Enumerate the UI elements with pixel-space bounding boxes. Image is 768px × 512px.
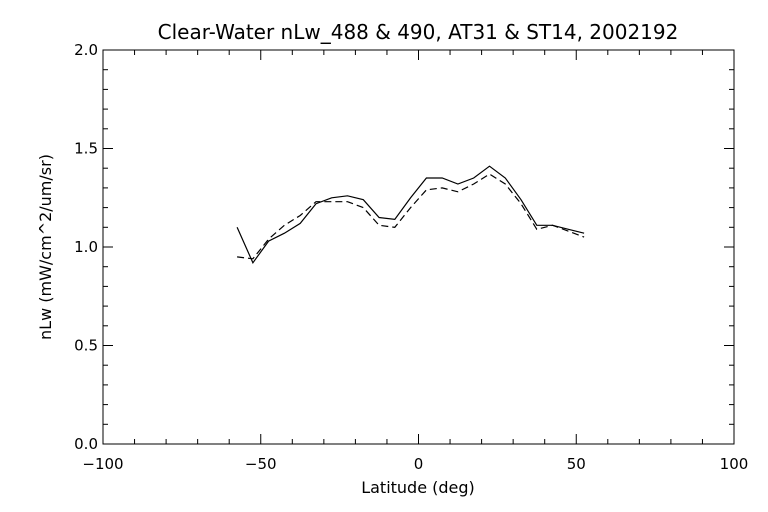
chart-title: Clear-Water nLw_488 & 490, AT31 & ST14, … <box>158 20 679 44</box>
x-tick-label: −50 <box>245 455 277 473</box>
y-tick-labels: 0.0 0.5 1.0 1.5 2.0 <box>74 41 98 453</box>
x-tick-label: 100 <box>720 455 749 473</box>
series-line-solid <box>236 165 585 264</box>
x-tick-label: 0 <box>414 455 424 473</box>
x-tick-labels: −100 −50 0 50 100 <box>82 455 748 473</box>
y-tick-label: 2.0 <box>74 41 98 59</box>
y-tick-label: 0.0 <box>74 435 98 453</box>
plot-frame <box>102 49 735 445</box>
y-tick-label: 1.0 <box>74 238 98 256</box>
y-tick-label: 1.5 <box>74 140 98 158</box>
data-series <box>236 165 585 264</box>
axis-ticks <box>102 49 735 445</box>
x-tick-label: 50 <box>567 455 586 473</box>
y-tick-label: 0.5 <box>74 337 98 355</box>
x-tick-label: −100 <box>82 455 123 473</box>
series-line-dashed <box>237 173 585 260</box>
y-axis-label: nLw (mW/cm^2/um/sr) <box>36 154 55 340</box>
x-axis-label: Latitude (deg) <box>361 478 475 497</box>
